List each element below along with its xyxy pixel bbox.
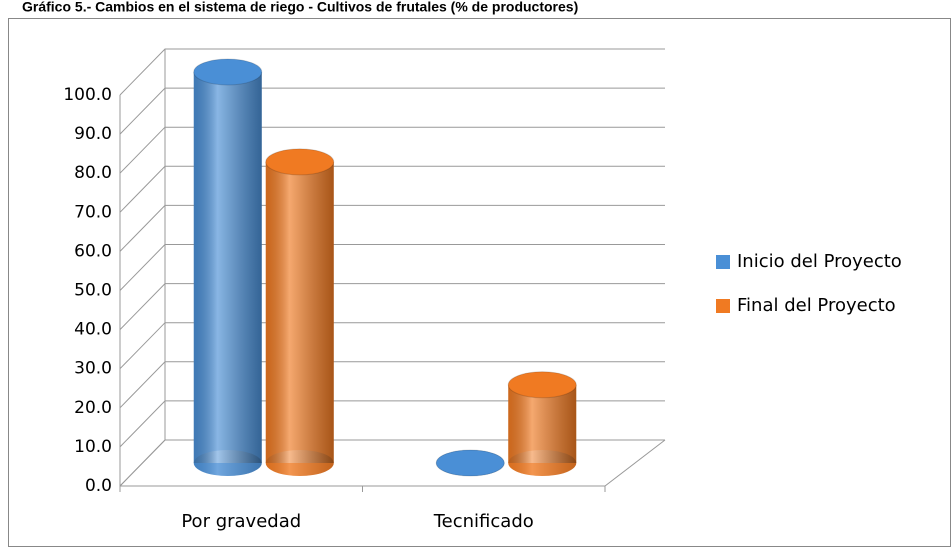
y-tick-label: 60.0 <box>74 241 112 261</box>
x-tick-label: Por gravedad <box>181 511 301 532</box>
cylinder-bottom-shade <box>508 450 577 476</box>
y-tick-label: 90.0 <box>74 124 112 144</box>
cylinder-top <box>435 449 505 477</box>
cylinder-top <box>507 371 577 399</box>
y-tick-label: 70.0 <box>74 202 112 222</box>
chart-title: Gráfico 5.- Cambios en el sistema de rie… <box>22 0 578 15</box>
y-tick-label: 80.0 <box>74 163 112 183</box>
y-tick-label: 10.0 <box>74 437 112 457</box>
cylinder-bottom-shade <box>193 450 262 476</box>
cylinder-top <box>265 148 335 176</box>
y-tick-label: 30.0 <box>74 359 112 379</box>
y-tick-label: 40.0 <box>74 320 112 340</box>
y-tick-label: 100.0 <box>63 85 112 105</box>
legend-swatch <box>716 255 730 269</box>
grid-line <box>119 439 665 487</box>
legend-swatch <box>716 299 730 313</box>
legend-label: Final del Proyecto <box>737 295 896 316</box>
grid-line <box>119 165 665 213</box>
grid-line <box>119 361 665 409</box>
cylinder-shade <box>508 384 577 463</box>
grid-line <box>119 204 665 252</box>
grid-line <box>119 87 665 135</box>
x-tick-label: Tecnificado <box>433 511 534 532</box>
y-tick-label: 0.0 <box>85 476 112 496</box>
grid-line <box>119 283 665 330</box>
y-tick-label: 20.0 <box>74 398 112 418</box>
cylinder-shade <box>193 72 262 463</box>
legend-label: Inicio del Proyecto <box>737 251 902 272</box>
grid-line <box>119 48 665 96</box>
grid-line <box>119 400 665 448</box>
cylinder-top <box>193 58 263 86</box>
grid-line <box>119 322 665 370</box>
grid-line <box>119 244 665 291</box>
cylinder-bottom-shade <box>265 450 334 476</box>
grid-line <box>119 126 665 174</box>
cylinder-shade <box>265 161 334 463</box>
y-tick-label: 50.0 <box>74 281 112 301</box>
